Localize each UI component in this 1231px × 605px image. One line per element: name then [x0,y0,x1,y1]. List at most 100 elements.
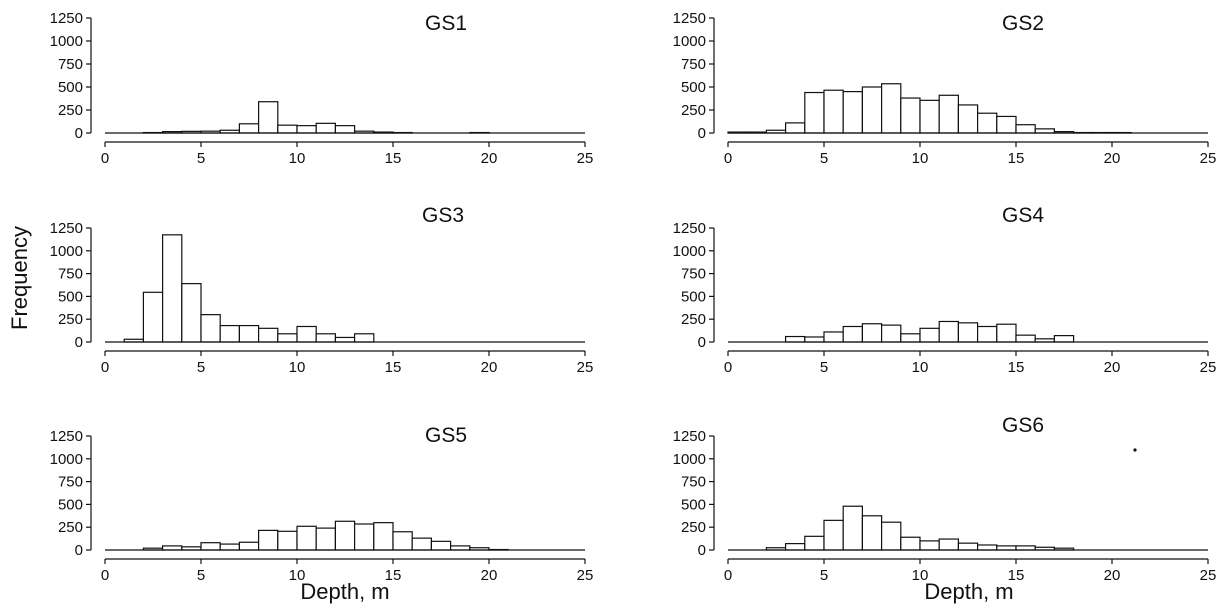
y-tick-label: 250 [681,519,706,536]
histogram-panel-gs6: 0 250 500 750 1000 1250 0 5 10 15 20 25 GS6 [673,414,1217,584]
y-tick-label: 1000 [50,451,83,468]
histogram-bar [219,324,240,343]
histogram-bar [823,89,844,134]
x-tick-label: 5 [820,567,828,584]
histogram-bar [1015,545,1036,551]
x-tick-label: 5 [820,150,828,167]
histogram-bar [823,331,844,343]
histogram-bar [238,324,260,343]
histogram-bar [258,529,279,551]
x-tick-label: 10 [912,150,929,167]
histogram-bar [258,101,279,134]
y-tick-label: 1000 [673,243,706,260]
y-tick-label: 1000 [50,33,83,50]
histogram-bar [334,125,356,134]
histogram-bar [880,521,902,551]
histogram-bar [938,320,960,343]
y-tick-label: 250 [58,311,83,328]
histogram-bar [784,335,806,343]
histogram-bar [238,541,260,551]
histogram-bar [861,323,883,343]
x-tick-label: 25 [577,150,594,167]
y-tick-label: 1250 [673,220,706,237]
x-tick-label: 15 [385,567,402,584]
y-tick-label: 750 [681,474,706,491]
y-tick-label: 0 [75,542,83,559]
y-tick-label: 750 [58,266,83,283]
histogram-bar [976,325,998,343]
histogram-bar [804,91,825,134]
x-tick-label: 10 [289,567,306,584]
y-tick-label: 0 [75,334,83,351]
x-tick-label: 0 [101,150,109,167]
histogram-bar [842,505,864,551]
histogram-bar [430,540,452,551]
histogram-bar [392,531,413,551]
histogram-bar [277,530,298,551]
y-tick-label: 500 [58,496,83,513]
y-tick-label: 750 [58,474,83,491]
x-tick-label: 20 [1104,567,1121,584]
y-tick-label: 750 [681,56,706,73]
y-tick-label: 500 [681,496,706,513]
x-tick-label: 20 [481,567,498,584]
histogram-bar [784,122,806,134]
histogram-bar [842,90,864,134]
y-tick-label: 1250 [50,220,83,237]
histogram-bar [450,545,471,551]
x-tick-label: 25 [1200,150,1217,167]
histogram-bar [938,94,960,134]
x-tick-label: 15 [1008,567,1025,584]
histogram-bar [996,323,1017,343]
y-tick-label: 750 [58,56,83,73]
panel-title: GS2 [1002,12,1044,35]
histogram-bar [315,527,337,551]
histogram-bar [354,523,375,551]
histogram-bar [861,86,883,134]
figure-x-axis-label: Depth, m [300,579,389,604]
y-tick-label: 500 [58,79,83,96]
histogram-bar [880,324,902,343]
histogram-bar [1015,334,1036,343]
y-tick-label: 1250 [50,10,83,27]
y-tick-label: 0 [698,334,706,351]
y-tick-label: 1000 [50,243,83,260]
histogram-bar [1015,124,1036,134]
panel-title: GS5 [425,424,467,447]
x-tick-label: 0 [101,359,109,376]
x-tick-label: 0 [724,567,732,584]
histogram-bar [957,542,979,551]
histogram-bar [880,83,902,134]
histogram-bar [315,333,337,343]
histogram-bar [277,124,298,134]
histogram-bar [200,314,221,343]
x-tick-label: 20 [481,150,498,167]
panel-title: GS3 [422,204,464,227]
histogram-bar [919,327,940,343]
y-tick-label: 750 [681,266,706,283]
x-tick-label: 0 [724,150,732,167]
histogram-bar [200,542,221,551]
x-tick-label: 25 [1200,359,1217,376]
histogram-bar [334,520,356,551]
histogram-bar [296,325,317,343]
histogram-bar [804,535,825,551]
x-tick-label: 0 [101,567,109,584]
y-tick-label: 0 [698,542,706,559]
figure-x-axis-label: Depth, m [924,579,1013,604]
histogram-bar [900,97,921,134]
histogram-panel-gs3: 0 250 500 750 1000 1250 0 5 10 15 20 25 GS3 [50,204,594,376]
x-tick-label: 5 [820,359,828,376]
histogram-bar [784,543,806,551]
x-tick-label: 15 [1008,359,1025,376]
histogram-bar [919,99,940,134]
x-tick-label: 5 [197,359,205,376]
histogram-bar [919,540,940,551]
histogram-bar [181,283,202,343]
histogram-bar [823,519,844,551]
y-tick-label: 1000 [673,33,706,50]
histogram-bar [1034,128,1055,134]
histogram-bar [976,112,998,134]
